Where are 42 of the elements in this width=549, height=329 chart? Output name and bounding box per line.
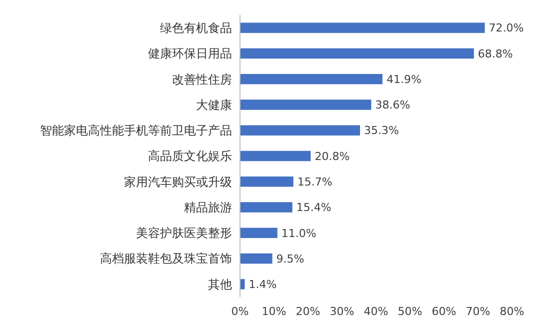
bar	[240, 279, 245, 290]
data-label: 15.4%	[296, 201, 332, 214]
bar	[240, 100, 372, 110]
data-label: 41.9%	[386, 72, 422, 86]
bar	[240, 253, 272, 264]
x-tick-label: 50%	[398, 305, 422, 318]
data-label: 20.8%	[314, 150, 350, 163]
y-tick-label: 智能家电高性能手机等前卫电子产品	[40, 124, 232, 138]
y-tick-label: 高档服装鞋包及珠宝首饰	[100, 252, 232, 266]
data-label: 68.8%	[478, 47, 513, 60]
x-tick-label: 20%	[296, 305, 320, 318]
x-tick-label: 10%	[262, 305, 286, 318]
x-tick-label: 40%	[364, 305, 388, 318]
data-label: 15.7%	[297, 175, 332, 188]
x-tick-label: 70%	[466, 305, 490, 318]
y-tick-label: 其他	[208, 277, 232, 292]
bar	[240, 150, 311, 162]
x-tick-label: 0%	[231, 305, 249, 318]
data-label: 11.0%	[281, 226, 316, 240]
data-label: 9.5%	[276, 252, 304, 266]
bar	[240, 125, 360, 136]
bar	[240, 48, 474, 59]
y-tick-label: 改善性住房	[172, 72, 232, 86]
y-tick-label: 精品旅游	[184, 200, 232, 214]
y-tick-label: 大健康	[196, 98, 232, 112]
bar	[240, 228, 278, 238]
data-label: 38.6%	[375, 98, 410, 112]
bar	[240, 74, 382, 84]
bar	[240, 202, 292, 212]
y-tick-label: 高品质文化娱乐	[148, 149, 232, 164]
data-label: 35.3%	[364, 124, 399, 138]
x-tick-label: 80%	[500, 305, 524, 318]
x-tick-label: 30%	[330, 305, 354, 318]
y-tick-label: 绿色有机食品	[160, 21, 232, 36]
data-label: 72.0%	[488, 22, 524, 35]
data-label: 1.4%	[248, 278, 277, 292]
bar	[240, 176, 294, 187]
bar	[240, 22, 485, 33]
y-tick-label: 健康环保日用品	[148, 46, 232, 61]
y-tick-label: 家用汽车购买或升级	[124, 174, 232, 189]
y-tick-label: 美容护肤医美整形	[136, 226, 232, 240]
x-tick-label: 60%	[432, 305, 456, 318]
